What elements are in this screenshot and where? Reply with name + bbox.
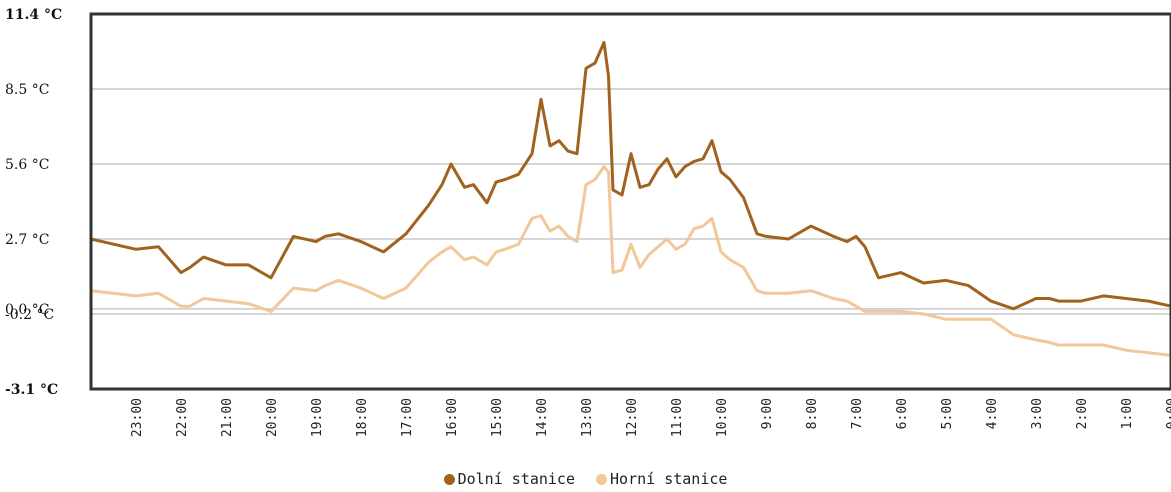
x-tick-label: 20:00 xyxy=(265,398,280,437)
y-tick-label: 11.4 °C xyxy=(5,7,62,23)
x-tick-label: 23:00 xyxy=(130,398,145,437)
y-axis-ticks: 11.4 °C 8.5 °C 5.6 °C 2.7 °C -0.2 °C0.0 °C -3… xyxy=(5,7,62,398)
x-tick-label: 3:00 xyxy=(1030,398,1045,429)
x-tick-label: 21:00 xyxy=(220,398,235,437)
x-tick-label: 10:00 xyxy=(715,398,730,437)
x-tick-label: 4:00 xyxy=(985,398,1000,429)
y-tick-label: 0.0 °C xyxy=(5,302,49,318)
x-tick-label: 14:00 xyxy=(535,398,550,437)
y-tick-label: 2.7 °C xyxy=(5,232,49,248)
x-tick-label: 18:00 xyxy=(355,398,370,437)
x-tick-label: 12:00 xyxy=(625,398,640,437)
x-tick-label: 17:00 xyxy=(400,398,415,437)
x-tick-label: 9:00 xyxy=(760,398,775,429)
legend-marker-icon xyxy=(596,473,608,485)
legend-label: Horní stanice xyxy=(610,470,728,488)
x-tick-label: 5:00 xyxy=(940,398,955,429)
x-tick-label: 2:00 xyxy=(1075,398,1090,429)
x-tick-label: 0:00 xyxy=(1165,398,1171,429)
x-tick-label: 22:00 xyxy=(175,398,190,437)
legend-label: Dolní stanice xyxy=(457,470,575,488)
x-tick-label: 15:00 xyxy=(490,398,505,437)
series-line xyxy=(90,165,1171,357)
legend-item-0[interactable]: Dolní stanice xyxy=(443,470,575,488)
x-tick-label: 6:00 xyxy=(895,398,910,429)
legend: Dolní stanice Horní stanice xyxy=(0,470,1171,489)
y-tick-label: 8.5 °C xyxy=(5,82,49,98)
temperature-chart: 11.4 °C 8.5 °C 5.6 °C 2.7 °C -0.2 °C0.0 °C -3… xyxy=(5,7,1171,437)
y-tick-label: 5.6 °C xyxy=(5,157,49,173)
x-tick-label: 11:00 xyxy=(670,398,685,437)
series-lines xyxy=(90,40,1171,357)
x-tick-label: 13:00 xyxy=(580,398,595,437)
plot-frame xyxy=(89,12,1171,391)
legend-item-1[interactable]: Horní stanice xyxy=(596,470,727,488)
y-tick-label: -3.1 °C xyxy=(5,382,58,398)
x-tick-label: 1:00 xyxy=(1120,398,1135,429)
x-tick-label: 16:00 xyxy=(445,398,460,437)
series-line xyxy=(90,40,1171,311)
x-tick-label: 19:00 xyxy=(310,398,325,437)
legend-marker-icon xyxy=(443,473,455,485)
x-tick-label: 7:00 xyxy=(850,398,865,429)
x-tick-label: 8:00 xyxy=(805,398,820,429)
x-axis-ticks: 23:00 22:00 21:00 20:00 19:00 18:00 17:00 16:00… xyxy=(130,398,1171,437)
y-tick-label: -0.2 °C xyxy=(5,307,54,323)
grid xyxy=(91,88,1171,315)
